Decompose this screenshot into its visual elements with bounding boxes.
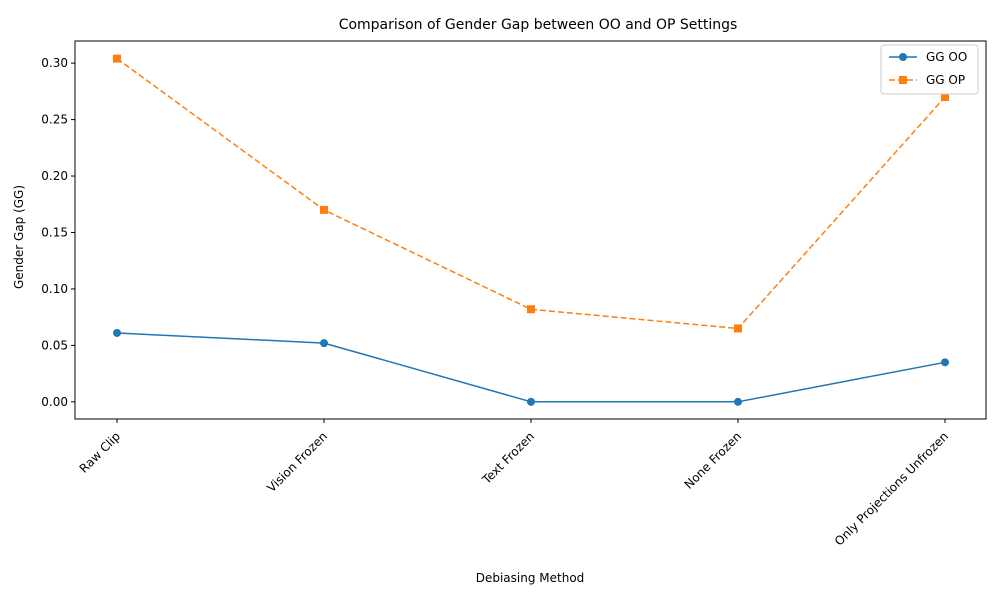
legend: GG OO GG OP: [880, 44, 979, 95]
data-point-square: [113, 54, 121, 63]
y-tick-label: 0.30: [41, 56, 68, 70]
y-tick-label: 0.00: [41, 395, 68, 409]
legend-label: GG OO: [926, 50, 967, 64]
y-axis-label: Gender Gap (GG): [12, 185, 26, 289]
data-point-square: [527, 305, 535, 314]
series-line-0: [116, 332, 946, 403]
x-tick-label: Only Projections Unfrozen: [832, 429, 951, 548]
data-point-square: [734, 324, 742, 333]
x-tick-label: Vision Frozen: [264, 429, 330, 495]
data-point-circle: [734, 397, 742, 406]
data-point-square: [320, 205, 328, 214]
data-point-circle: [527, 397, 535, 406]
y-tick-label: 0.10: [41, 282, 68, 296]
axes: 0.00 0.05 0.10 0.15 0.20 0.25 0.30 Raw Clip Visi…: [41, 40, 987, 548]
chart-title: Comparison of Gender Gap between OO and …: [339, 17, 738, 33]
x-tick-label: Raw Clip: [77, 429, 123, 475]
legend-marker-circle: [899, 53, 907, 61]
legend-label: GG OP: [926, 73, 965, 87]
y-tick-label: 0.05: [41, 338, 68, 352]
x-tick-label: Text Frozen: [479, 429, 537, 487]
data-point-circle: [113, 328, 121, 337]
data-point-square: [941, 93, 949, 101]
plot-area: [113, 54, 949, 406]
data-point-circle: [941, 358, 949, 367]
legend-marker-square: [899, 76, 907, 84]
y-tick-label: 0.15: [41, 225, 68, 239]
plot-frame: [74, 40, 987, 420]
data-point-circle: [320, 339, 328, 348]
series-line-1: [116, 57, 946, 330]
x-axis-label: Debiasing Method: [476, 571, 585, 585]
y-tick-label: 0.20: [41, 169, 68, 183]
y-tick-label: 0.25: [41, 113, 68, 127]
x-tick-label: None Frozen: [682, 429, 745, 492]
